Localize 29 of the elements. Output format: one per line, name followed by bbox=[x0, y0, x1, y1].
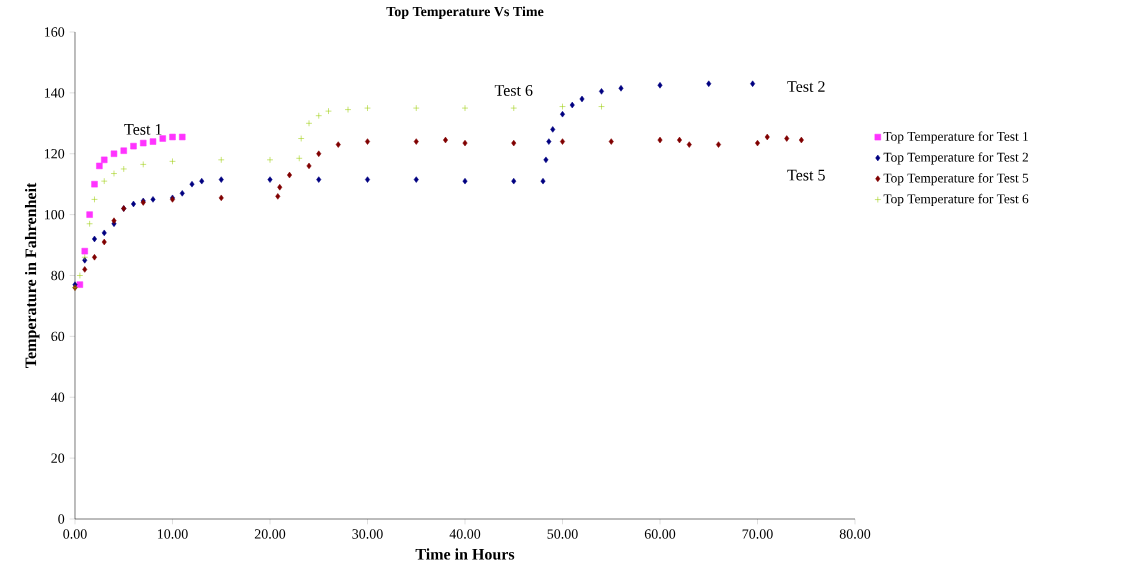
annotation: Test 1 bbox=[124, 124, 162, 135]
y-tick-label: 100 bbox=[44, 209, 65, 220]
annotation: Test 2 bbox=[787, 81, 825, 92]
x-tick-label: 80.00 bbox=[839, 529, 871, 539]
x-tick-label: 40.00 bbox=[449, 529, 481, 539]
x-tick-label: 70.00 bbox=[742, 529, 773, 539]
y-tick-label: 80 bbox=[51, 270, 65, 281]
annotation: Test 5 bbox=[787, 169, 825, 181]
y-tick-label: 20 bbox=[51, 453, 65, 463]
x-tick-label: 10.00 bbox=[157, 529, 188, 539]
legend-label: Top Temperature for Test 1 bbox=[883, 131, 1028, 144]
y-tick-label: 120 bbox=[44, 149, 65, 159]
y-axis-title: Temperature in Fahrenheit bbox=[24, 182, 40, 368]
y-tick-label: 140 bbox=[44, 88, 65, 98]
y-tick-label: 160 bbox=[44, 27, 65, 37]
chart-title: Top Temperature Vs Time bbox=[386, 6, 544, 20]
x-tick-label: 20.00 bbox=[254, 529, 286, 539]
x-axis-title: Time in Hours bbox=[415, 548, 515, 560]
x-tick-label: 60.00 bbox=[644, 529, 676, 539]
legend-label: Top Temperature for Test 5 bbox=[883, 173, 1029, 186]
y-tick-label: 0 bbox=[58, 514, 65, 524]
y-tick-label: 60 bbox=[51, 331, 65, 342]
x-tick-label: 30.00 bbox=[352, 529, 383, 539]
x-tick-label: 0.00 bbox=[63, 529, 87, 539]
annotation: Test 6 bbox=[494, 85, 533, 96]
legend-label: Top Temperature for Test 2 bbox=[883, 152, 1028, 165]
x-tick-label: 50.00 bbox=[547, 529, 578, 539]
legend-label: Top Temperature for Test 6 bbox=[883, 193, 1029, 207]
y-tick-label: 40 bbox=[51, 392, 65, 402]
